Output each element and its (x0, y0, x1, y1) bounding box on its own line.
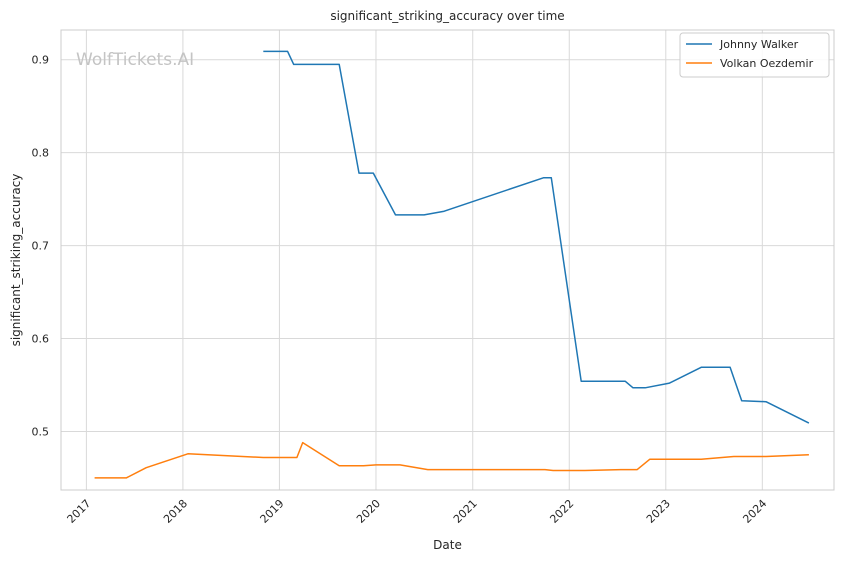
legend-label: Johnny Walker (719, 38, 799, 51)
y-tick-labels: 0.5 0.6 0.7 0.8 0.9 (32, 54, 50, 439)
series-line (94, 441, 809, 479)
chart-title: significant_striking_accuracy over time (330, 9, 564, 23)
y-axis-title: significant_striking_accuracy (9, 174, 23, 347)
x-axis-title: Date (433, 538, 462, 552)
plot-frame (60, 29, 835, 491)
legend-label: Volkan Oezdemir (720, 57, 814, 70)
y-tick-label: 0.9 (32, 54, 50, 67)
y-tick-label: 0.6 (32, 333, 50, 346)
y-tick-label: 0.8 (32, 147, 50, 160)
y-tick-label: 0.7 (32, 240, 50, 253)
series-layer (94, 50, 810, 479)
legend: Johnny Walker Volkan Oezdemir (679, 32, 830, 78)
series-line (263, 50, 810, 424)
watermark-text: WolfTickets.AI (76, 50, 194, 70)
y-tick-label: 0.5 (32, 425, 50, 438)
legend-box (679, 32, 830, 78)
